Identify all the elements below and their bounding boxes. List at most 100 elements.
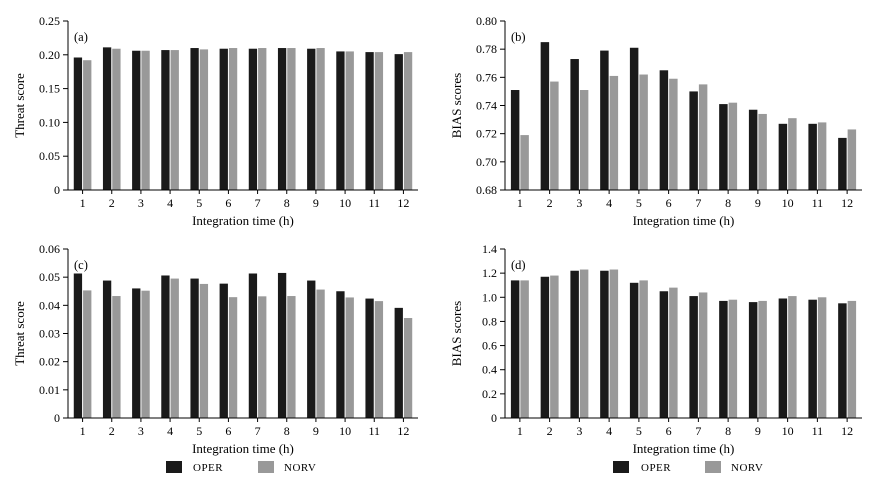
bar-d-norv-6 <box>669 287 678 418</box>
y-tick-label-d-4: 0.8 <box>482 314 497 328</box>
bar-d-norv-4 <box>609 269 619 418</box>
bar-b-norv-9 <box>758 113 767 190</box>
x-tick-label-d-9: 9 <box>755 424 761 438</box>
legend-right-oper-label: OPER <box>641 462 671 474</box>
panel-c: 1 2 3 4 5 6 7 8 9 10 11 1200.010.020.030.040.050.06… <box>12 242 418 456</box>
legend-left-oper-label: OPER <box>193 462 223 474</box>
x-tick-label-b-2: 2 <box>547 196 553 210</box>
bar-b-norv-2 <box>550 81 559 190</box>
bar-a-oper-5 <box>190 48 199 190</box>
x-tick-label-c-9: 9 <box>313 424 319 438</box>
bar-c-oper-8 <box>277 272 287 418</box>
x-tick-label-a-4: 4 <box>167 196 173 210</box>
x-tick-label-d-10: 10 <box>782 424 794 438</box>
x-tick-label-d-8: 8 <box>725 424 731 438</box>
bar-d-oper-9 <box>748 302 758 418</box>
x-tick-label-a-10: 10 <box>339 196 351 210</box>
bar-a-norv-5 <box>199 49 209 190</box>
y-tick-label-c-1: 0.01 <box>39 383 60 397</box>
x-tick-label-a-9: 9 <box>313 196 319 210</box>
x-tick-label-b-8: 8 <box>725 196 731 210</box>
y-axis-label-b: BIAS scores <box>449 73 464 138</box>
bar-b-oper-3 <box>570 59 579 190</box>
x-tick-label-a-12: 12 <box>397 196 409 210</box>
bar-d-oper-6 <box>659 291 669 418</box>
y-tick-label-d-7: 1.4 <box>482 242 497 256</box>
y-tick-label-a-2: 0.10 <box>39 115 60 129</box>
x-tick-label-b-10: 10 <box>782 196 794 210</box>
y-tick-label-d-6: 1.2 <box>482 266 497 280</box>
bar-d-norv-9 <box>758 300 767 418</box>
bar-c-oper-11 <box>365 298 374 418</box>
bar-c-norv-1 <box>83 290 92 418</box>
x-tick-label-b-7: 7 <box>695 196 701 210</box>
y-axis-label-c: Threat score <box>12 301 27 366</box>
x-tick-label-a-2: 2 <box>109 196 115 210</box>
bar-a-oper-12 <box>394 54 403 191</box>
bar-c-oper-12 <box>394 307 403 418</box>
legend-right-norv-swatch <box>705 461 721 473</box>
x-tick-label-c-7: 7 <box>255 424 261 438</box>
bar-b-norv-12 <box>847 129 857 190</box>
x-tick-label-c-2: 2 <box>109 424 115 438</box>
x-tick-label-d-5: 5 <box>636 424 642 438</box>
x-tick-label-d-11: 11 <box>812 424 824 438</box>
y-tick-label-b-4: 0.76 <box>476 70 497 84</box>
x-tick-label-c-4: 4 <box>167 424 173 438</box>
panel-a: 1 2 3 4 5 6 7 8 9 10 11 1200.050.100.150.200.25(a)I… <box>12 14 418 228</box>
legend-right: OPER NORV <box>613 461 763 474</box>
bar-b-norv-1 <box>520 135 529 190</box>
bar-c-norv-12 <box>403 318 413 418</box>
bar-a-norv-4 <box>170 50 179 190</box>
bar-b-oper-4 <box>600 50 609 190</box>
panel-tag-d: (d) <box>511 258 526 272</box>
x-tick-label-d-7: 7 <box>695 424 701 438</box>
x-tick-label-b-9: 9 <box>755 196 761 210</box>
x-tick-label-d-3: 3 <box>576 424 582 438</box>
y-tick-label-c-3: 0.03 <box>39 327 60 341</box>
bar-c-norv-2 <box>112 296 121 418</box>
bar-d-oper-11 <box>808 299 817 418</box>
bar-d-oper-1 <box>510 280 520 418</box>
x-tick-label-d-12: 12 <box>841 424 853 438</box>
bar-a-oper-7 <box>248 48 258 190</box>
bar-d-norv-7 <box>698 292 708 418</box>
bar-d-oper-4 <box>600 270 609 418</box>
x-tick-label-a-5: 5 <box>196 196 202 210</box>
x-tick-label-c-5: 5 <box>196 424 202 438</box>
bar-b-norv-7 <box>698 84 708 190</box>
bar-c-oper-5 <box>190 278 199 418</box>
x-tick-label-a-11: 11 <box>368 196 380 210</box>
bar-a-oper-1 <box>73 57 83 190</box>
y-tick-label-b-0: 0.68 <box>476 183 497 197</box>
x-tick-label-b-5: 5 <box>636 196 642 210</box>
bar-c-oper-2 <box>102 280 112 418</box>
bar-a-norv-12 <box>403 52 413 190</box>
y-tick-label-b-6: 0.80 <box>476 14 497 28</box>
x-tick-label-d-6: 6 <box>666 424 672 438</box>
bar-a-oper-4 <box>161 50 170 190</box>
x-tick-label-d-1: 1 <box>517 424 523 438</box>
bar-a-oper-9 <box>307 48 316 190</box>
bar-a-oper-10 <box>336 51 345 190</box>
bar-b-oper-7 <box>689 91 698 190</box>
bar-b-norv-8 <box>728 102 738 190</box>
bar-d-oper-3 <box>570 270 579 418</box>
x-tick-label-d-4: 4 <box>606 424 612 438</box>
bar-a-oper-2 <box>102 47 112 190</box>
x-tick-label-c-11: 11 <box>368 424 380 438</box>
x-tick-label-b-12: 12 <box>841 196 853 210</box>
bar-b-oper-10 <box>778 123 788 190</box>
x-axis-label-a: Integration time (h) <box>192 213 294 228</box>
x-tick-label-c-10: 10 <box>339 424 351 438</box>
bar-c-oper-7 <box>248 273 258 418</box>
bar-c-oper-4 <box>161 275 170 418</box>
x-axis-label-b: Integration time (h) <box>633 213 735 228</box>
y-tick-label-a-5: 0.25 <box>39 14 60 28</box>
bar-a-norv-3 <box>141 50 150 190</box>
x-tick-label-b-3: 3 <box>576 196 582 210</box>
y-tick-label-a-0: 0 <box>54 183 60 197</box>
y-tick-label-c-5: 0.05 <box>39 270 60 284</box>
bar-c-norv-6 <box>228 297 238 418</box>
